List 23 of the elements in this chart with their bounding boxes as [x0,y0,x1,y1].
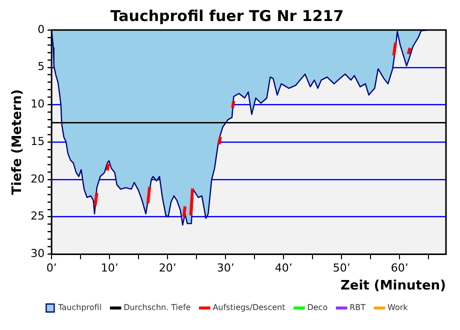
y-axis-title: Tiefe (Metern) [10,89,26,195]
legend-label: Durchschn. Tiefe [124,303,191,312]
x-tick-label: 0’ [46,262,57,275]
y-tick-label: 10 [30,98,45,111]
y-tick-label: 0 [38,22,45,36]
x-tick-label: 30’ [216,262,234,275]
x-tick-label: 50’ [332,262,350,275]
y-tick-label: 25 [30,210,45,223]
x-tick-label: 40’ [274,262,292,275]
x-axis-title: Zeit (Minuten) [340,278,446,294]
x-tick-label: 60’ [390,262,408,275]
legend-label: RBT [350,303,366,312]
y-tick-label: 30 [30,247,45,260]
x-tick-label: 10’ [100,262,118,275]
legend-label: Work [388,303,408,312]
chart-title: Tauchprofil fuer TG Nr 1217 [110,6,344,25]
y-tick-label: 5 [38,60,45,74]
x-tick-label: 20’ [158,262,176,275]
legend-label: Deco [307,303,328,312]
legend-label: Aufstiegs/Descent [212,303,286,312]
legend-label: Tauchprofil [57,303,102,312]
y-tick-label: 20 [30,172,45,186]
y-tick-label: 15 [30,134,45,148]
